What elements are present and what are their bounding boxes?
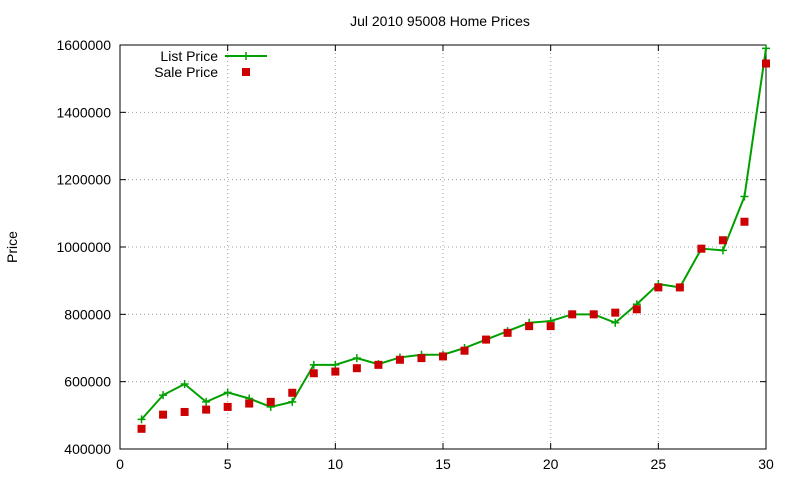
- data-point: [245, 399, 254, 408]
- y-tick-label: 800000: [64, 306, 111, 322]
- data-point: [223, 388, 232, 397]
- data-point: [568, 310, 577, 319]
- data-point: [309, 360, 318, 369]
- x-tick-label: 20: [543, 456, 559, 472]
- legend-label: List Price: [160, 48, 218, 64]
- data-point: [309, 369, 318, 378]
- data-point: [439, 352, 447, 361]
- y-tick-label: 1200000: [56, 172, 111, 188]
- y-tick-label: 400000: [64, 441, 111, 457]
- data-point: [697, 244, 706, 253]
- data-point: [395, 355, 404, 364]
- data-point: [525, 322, 534, 331]
- data-point: [611, 318, 620, 327]
- grid-lines: [120, 45, 766, 449]
- data-point: [589, 310, 598, 319]
- legend-item: List Price: [160, 48, 267, 64]
- data-point: [654, 283, 663, 292]
- series-list-price: [137, 44, 770, 424]
- data-point: [718, 246, 727, 255]
- data-point: [137, 415, 146, 424]
- data-point: [762, 44, 770, 53]
- data-point: [740, 217, 749, 226]
- y-tick-label: 600000: [64, 374, 111, 390]
- data-point: [159, 391, 168, 400]
- legend-label: Sale Price: [154, 64, 218, 80]
- data-point: [740, 192, 749, 201]
- data-point: [266, 397, 275, 406]
- data-point: [288, 388, 297, 397]
- y-tick-label: 1400000: [56, 104, 111, 120]
- data-point: [331, 360, 340, 369]
- data-point: [137, 424, 146, 433]
- data-point: [718, 236, 727, 245]
- series-line: [140, 48, 767, 421]
- x-tick-label: 10: [328, 456, 344, 472]
- data-point: [352, 364, 361, 373]
- data-point: [288, 397, 297, 406]
- data-point: [611, 308, 620, 317]
- data-point: [202, 397, 211, 406]
- data-point: [331, 367, 340, 376]
- x-tick-label: 25: [651, 456, 667, 472]
- x-tick-label: 0: [116, 456, 124, 472]
- axes: 0 5 10 15 20 25 30 400000 600000 800000 1000000 120…: [56, 37, 774, 472]
- x-tick-label: 15: [435, 456, 451, 472]
- y-tick-label: 1600000: [56, 37, 111, 53]
- data-point: [546, 322, 555, 331]
- data-point: [503, 328, 512, 337]
- data-point: [762, 59, 770, 68]
- data-point: [675, 283, 684, 292]
- data-point: [352, 354, 361, 363]
- legend-item: Sale Price: [154, 64, 250, 80]
- data-point: [180, 407, 189, 416]
- x-tick-label: 30: [758, 456, 774, 472]
- legend-marker: [242, 68, 250, 76]
- data-point: [180, 380, 189, 389]
- data-point: [202, 405, 211, 414]
- data-point: [374, 360, 383, 369]
- y-tick-label: 1000000: [56, 239, 111, 255]
- data-point: [223, 402, 232, 411]
- legend-marker: [242, 52, 250, 60]
- y-axis-label: Price: [4, 231, 20, 263]
- series-sale-price: [137, 59, 770, 433]
- data-point: [482, 335, 491, 344]
- chart-title: Jul 2010 95008 Home Prices: [350, 13, 530, 29]
- x-tick-label: 5: [224, 456, 232, 472]
- series-layer: [137, 44, 770, 433]
- data-point: [632, 305, 641, 314]
- data-point: [159, 410, 168, 419]
- data-point: [460, 346, 469, 355]
- data-point: [417, 354, 426, 363]
